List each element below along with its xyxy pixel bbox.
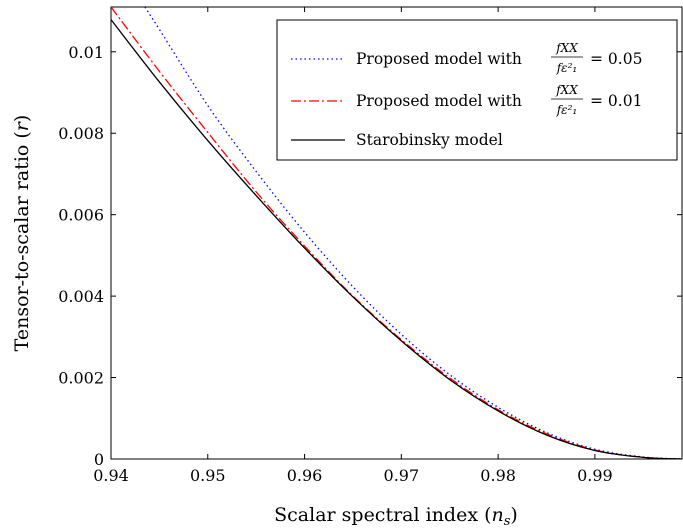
- legend-label-series-3: Starobinsky model: [356, 131, 503, 149]
- y-axis-title-text: Tensor-to-scalar ratio (r): [11, 115, 33, 352]
- legend-ratio-value-2: = 0.01: [590, 92, 642, 110]
- legend-fraction-numerator-2: fXX: [555, 83, 578, 97]
- plot-area-frame: [110, 6, 683, 460]
- legend-fraction-numerator-1: fXX: [555, 41, 578, 55]
- y-tick-label: 0.01: [68, 43, 104, 62]
- y-tick-label: 0: [94, 450, 104, 469]
- x-tick-label: 0.96: [287, 466, 323, 485]
- legend-box: [276, 19, 678, 161]
- y-tick-label: 0.006: [58, 206, 104, 225]
- y-axis-title: Tensor-to-scalar ratio (r): [11, 115, 33, 352]
- x-axis-title: Scalar spectral index (ns): [274, 504, 518, 529]
- legend: Proposed model with fXX fε²₁ = 0.05 Prop…: [276, 19, 678, 161]
- legend-label-series-1: Proposed model with: [356, 50, 522, 68]
- series-lines: [111, 7, 682, 459]
- x-tick-label: 0.94: [93, 466, 129, 485]
- legend-ratio-value-1: = 0.05: [590, 50, 642, 68]
- x-tick-label: 0.98: [480, 466, 516, 485]
- legend-ratio-fraction-2: fXX fε²₁: [551, 83, 583, 117]
- y-tick-label: 0.008: [58, 124, 104, 143]
- x-tick-label: 0.99: [577, 466, 613, 485]
- x-tick-label: 0.95: [190, 466, 226, 485]
- legend-label-series-2: Proposed model with: [356, 92, 522, 110]
- y-tick-label: 0.002: [58, 369, 104, 388]
- legend-fraction-denominator-1: fε²₁: [556, 61, 578, 75]
- x-axis-title-text: Scalar spectral index (ns): [274, 504, 518, 529]
- series-line-3: [111, 19, 682, 459]
- legend-fraction-denominator-2: fε²₁: [556, 103, 578, 117]
- axis-ticks: 0.94 0.95 0.96 0.97 0.98 0.99 0 0.002 0.004 0.006…: [58, 7, 682, 485]
- x-tick-label: 0.97: [384, 466, 420, 485]
- legend-ratio-fraction-1: fXX fε²₁: [551, 41, 583, 75]
- y-tick-label: 0.004: [58, 287, 104, 306]
